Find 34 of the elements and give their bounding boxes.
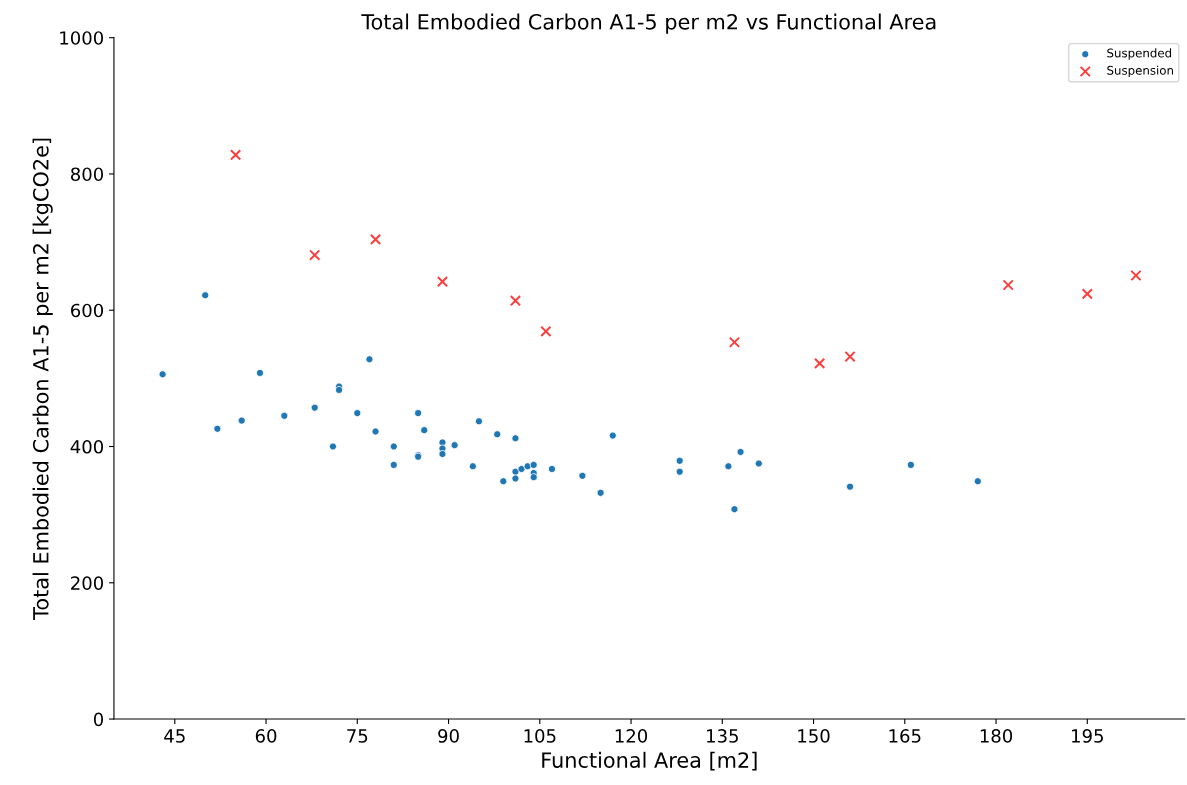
- point: [369, 233, 382, 245]
- legend-label: Suspended: [1107, 48, 1172, 60]
- point: [229, 149, 242, 161]
- x-tick-label: 105: [524, 729, 556, 743]
- point: [1081, 288, 1093, 300]
- point: [540, 325, 552, 337]
- x-tick-label: 180: [980, 729, 1013, 743]
- x-tick-label: 135: [707, 729, 738, 743]
- x-tick-label: 90: [438, 729, 459, 743]
- y-tick-label: 0: [93, 712, 104, 727]
- x-tick-label: 120: [615, 729, 648, 743]
- x-tick-label: 60: [255, 729, 277, 743]
- y-axis-title: Total Embodied Carbon A1-5 per m2 [kgCO2e]: [32, 138, 53, 620]
- y-tick-label: 400: [70, 439, 104, 454]
- point: [814, 357, 826, 370]
- y-tick-label: 200: [71, 576, 104, 590]
- x-tick-label: 165: [889, 729, 921, 743]
- x-tick-label: 195: [1072, 729, 1103, 743]
- y-tick-label: 1000: [60, 31, 104, 45]
- x-tick-label: 45: [164, 729, 185, 743]
- y-tick-label: 600: [71, 303, 104, 318]
- y-tick-label: 800: [70, 167, 104, 182]
- point: [1130, 269, 1142, 282]
- point: [436, 275, 449, 288]
- chart-title: Total Embodied Carbon A1-5 per m2 vs Functional Area: [361, 13, 936, 34]
- x-axis-title: Functional Area [m2]: [542, 751, 757, 771]
- point: [1002, 279, 1014, 291]
- x-tick-label: 75: [347, 729, 368, 743]
- point: [509, 295, 522, 307]
- legend-label: Suspension: [1107, 65, 1173, 78]
- point: [844, 350, 856, 363]
- point: [309, 249, 321, 261]
- point: [728, 336, 741, 348]
- x-tick-label: 150: [798, 729, 830, 743]
